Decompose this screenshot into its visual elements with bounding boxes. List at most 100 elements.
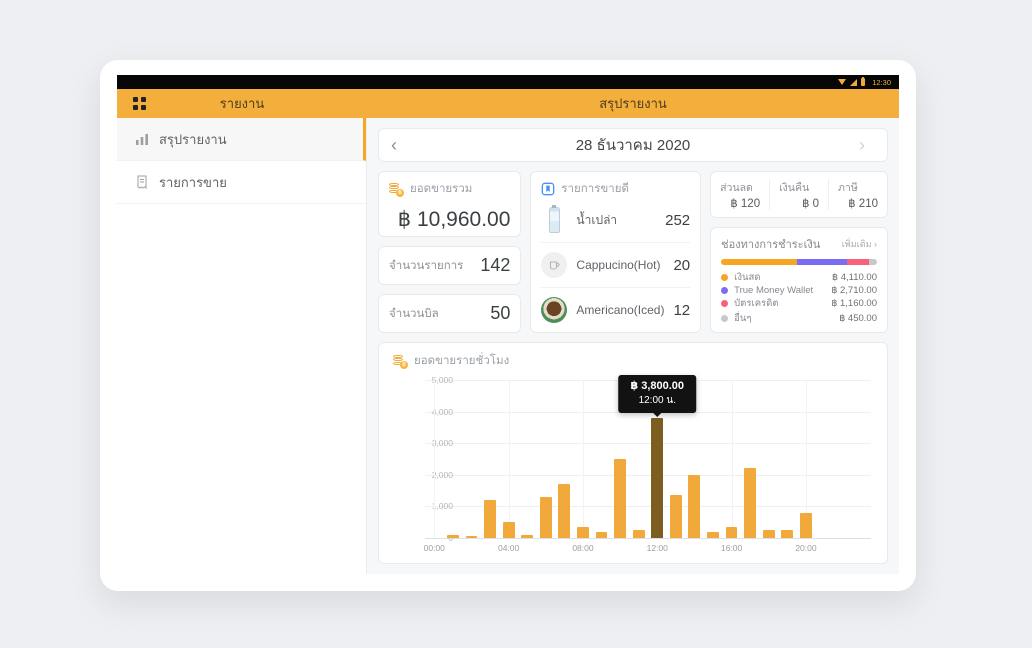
hour-bar-13:00[interactable] [669, 495, 682, 538]
hour-bar-15:00[interactable] [707, 531, 719, 538]
summary-column: ฿ ยอดขายรวม ฿ 10,960.00 จำนวนรายการ 142 … [378, 171, 522, 333]
bill-count-card: จำนวนบิล 50 [378, 294, 522, 333]
gridline [425, 443, 871, 445]
adjustment-label: ภาษี [838, 182, 858, 194]
best-sellers-list: น้ำเปล่า 252 Cappucino(Hot) 20 Americano(Ice… [541, 198, 691, 332]
x-axis-tick: 04:00 [497, 543, 520, 553]
x-axis-tick: 08:00 [572, 543, 594, 553]
sidebar-item-label: รายการขาย [159, 174, 227, 190]
payments-stacked-bar [721, 259, 877, 265]
body-row: สรุปรายงาน รายการขาย ‹ 28 ธันวาคม 2020 › … [117, 118, 899, 574]
hour-bar-09:00[interactable] [595, 531, 608, 538]
best-seller-row: Americano(Iced) 12 [541, 288, 690, 332]
date-label[interactable]: 28 ธันวาคม 2020 [575, 137, 691, 154]
payments-more-link[interactable]: เพิ่มเติม › [841, 239, 877, 249]
hour-bar-16:00[interactable] [725, 526, 738, 538]
bar-slot [462, 380, 481, 538]
payment-amount: ฿ 2,710.00 [831, 285, 877, 296]
hour-bar-11:00[interactable] [632, 530, 645, 538]
payment-name: เงินสด [734, 272, 761, 283]
payment-segment [797, 259, 848, 265]
bar-slot [834, 380, 853, 538]
hour-bar-04:00[interactable] [502, 522, 515, 538]
payment-amount: ฿ 450.00 [839, 313, 877, 324]
payment-name: True Money Wallet [734, 285, 814, 296]
bar-slot [425, 380, 444, 538]
payments-title: ช่องทางการชำระเงิน [721, 239, 821, 251]
bar-slot [778, 380, 797, 538]
payments-legend: เงินสด ฿ 4,110.00 True Money Wallet ฿ 2,710… [721, 270, 877, 326]
hour-bar-01:00[interactable] [446, 534, 459, 538]
payment-name: อื่นๆ [734, 313, 752, 324]
bar-slot [667, 380, 686, 538]
item-count-label: จำนวนรายการ [389, 259, 464, 272]
vertical-gridline [731, 380, 733, 538]
app-bar-left: รายงาน [117, 89, 367, 118]
menu-grid-icon[interactable] [133, 97, 146, 110]
hour-bar-07:00[interactable] [558, 484, 571, 538]
hour-bar-06:00[interactable] [539, 496, 552, 538]
battery-icon [861, 76, 866, 86]
date-next-button[interactable]: › [859, 135, 865, 155]
payments-card: ช่องทางการชำระเงิน เพิ่มเติม › เงินสด฿ 4… [710, 227, 888, 333]
item-count-card: จำนวนรายการ 142 [378, 246, 522, 285]
vertical-gridline [805, 380, 807, 538]
sidebar-item-1[interactable]: รายการขาย [117, 161, 366, 204]
best-seller-qty: 20 [673, 256, 691, 274]
app-screen: 12:30 รายงาน สรุปรายงาน สรุปรายงานรายการ… [117, 75, 899, 574]
y-axis-tick: 3,000 [431, 438, 453, 449]
sidebar: สรุปรายงานรายการขาย [117, 118, 367, 574]
bar-slot [555, 380, 574, 538]
payment-legend-row: True Money Wallet ฿ 2,710.00 [721, 285, 877, 296]
app-bar-right-title: สรุปรายงาน [599, 96, 667, 111]
payment-dot-icon [721, 274, 729, 281]
bar-slot [629, 380, 648, 538]
hour-bar-03:00[interactable] [484, 500, 496, 538]
payment-segment [868, 259, 877, 265]
payment-segment [721, 259, 798, 265]
total-sales-card: ฿ ยอดขายรวม ฿ 10,960.00 [378, 171, 522, 237]
adjustment-label: เงินคืน [779, 182, 810, 194]
sidebar-item-label: สรุปรายงาน [159, 131, 227, 147]
y-axis-tick: 4,000 [431, 406, 453, 417]
hour-bar-12:00[interactable] [651, 417, 664, 538]
adjustments-card: ส่วนลด฿ 120 เงินคืน฿ 0 ภาษี฿ 210 [710, 171, 888, 218]
hour-bar-14:00[interactable] [688, 474, 701, 538]
tooltip-value: ฿ 3,800.00 [630, 379, 685, 392]
adjustment-value: ฿ 210 [848, 198, 878, 210]
bill-count-value: 50 [490, 303, 511, 323]
app-bar-right: สรุปรายงาน [367, 89, 899, 118]
hour-bar-08:00[interactable] [576, 526, 589, 538]
chart-plot: 0 1,000 2,000 3,000 4,000 5,000 00:00 04:00 08:0… [424, 374, 871, 553]
hour-bar-10:00[interactable] [614, 459, 626, 538]
best-seller-name: Americano(Iced) [576, 303, 665, 317]
x-axis-tick: 16:00 [720, 543, 743, 553]
payment-amount: ฿ 1,160.00 [831, 298, 877, 309]
payment-segment [847, 259, 869, 265]
bar-slot [648, 380, 667, 538]
hour-bar-19:00[interactable] [781, 530, 794, 538]
chart-tooltip: ฿ 3,800.00 12:00 น. [618, 374, 697, 413]
bar-slot [481, 380, 500, 538]
hour-bar-05:00[interactable] [521, 534, 534, 538]
hour-bar-17:00[interactable] [744, 468, 757, 538]
sidebar-item-0[interactable]: สรุปรายงาน [117, 118, 366, 161]
adjustment-column-2: ภาษี฿ 210 [829, 179, 887, 210]
date-prev-button[interactable]: ‹ [391, 135, 397, 155]
bar-slot [704, 380, 723, 538]
bar-chart-icon [135, 132, 149, 146]
bar-slot [852, 380, 871, 538]
hour-bar-20:00[interactable] [799, 512, 812, 538]
coins-icon: ฿ [389, 182, 404, 197]
tooltip-time: 12:00 น. [638, 394, 676, 406]
coins-icon: ฿ [393, 354, 408, 369]
bar-slot [592, 380, 611, 538]
hour-bar-02:00[interactable] [465, 535, 478, 538]
hour-bar-18:00[interactable] [762, 530, 775, 538]
tablet-frame: 12:30 รายงาน สรุปรายงาน สรุปรายงานรายการ… [100, 60, 916, 591]
payment-legend-row: บัตรเครดิต ฿ 1,160.00 [721, 296, 877, 311]
status-bar: 12:30 [117, 75, 899, 89]
wifi-icon [838, 79, 847, 85]
payment-dot-icon [721, 315, 729, 322]
